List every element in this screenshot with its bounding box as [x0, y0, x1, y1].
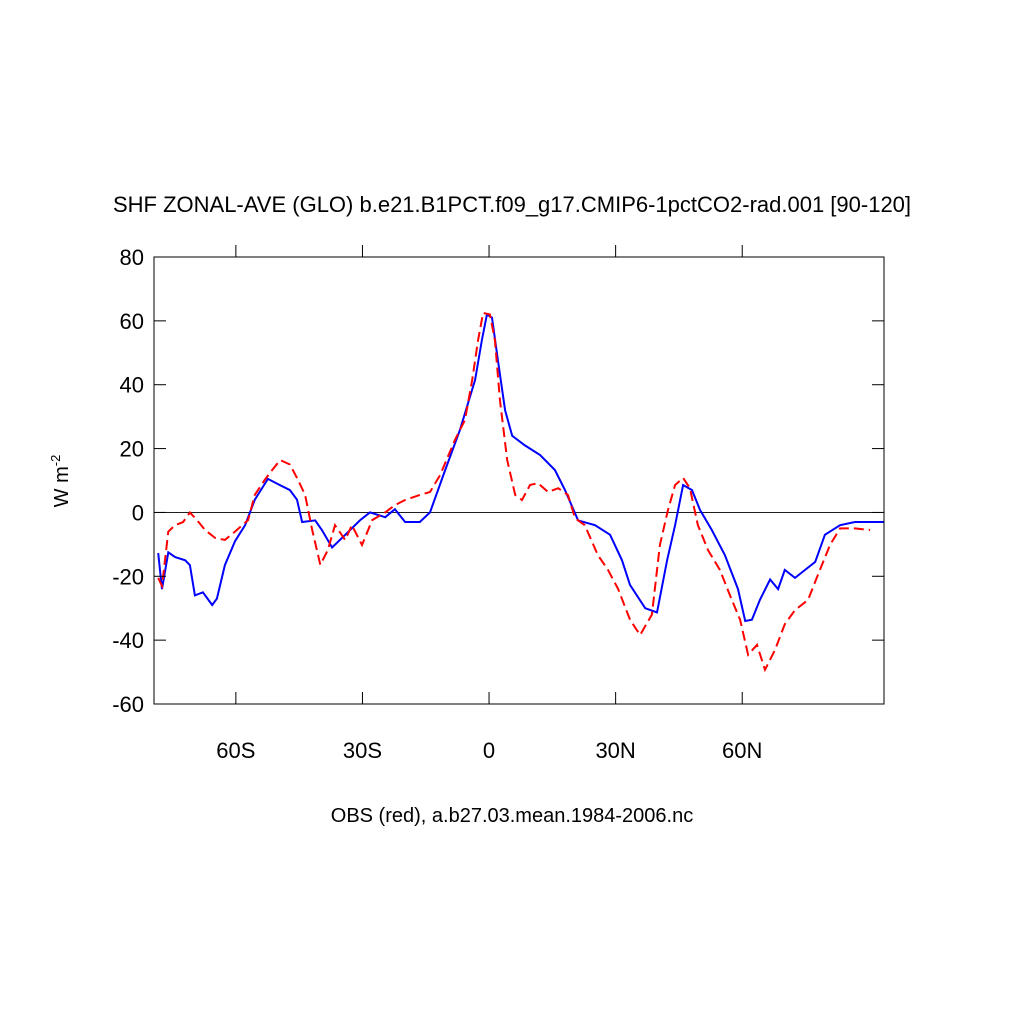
y-tick-label: 60	[120, 309, 144, 334]
x-tick-label: 30S	[343, 738, 382, 763]
plot-area: -60 -40 -20 0 20 40 60 80 60S 30S 0 30N 60N	[112, 245, 885, 763]
y-tick-label: 0	[132, 500, 144, 525]
y-tick-label: 80	[120, 245, 144, 270]
x-tick-label: 60S	[216, 738, 255, 763]
y-axis-label: W m-2	[48, 455, 73, 508]
y-axis-label-exponent: -2	[48, 455, 63, 467]
x-tick-label: 0	[483, 738, 495, 763]
plot-frame	[153, 256, 885, 705]
series-line	[157, 311, 871, 673]
y-tick-label: 40	[120, 373, 144, 398]
x-tick-label: 30N	[595, 738, 635, 763]
y-tick-label: -40	[112, 628, 144, 653]
y-tick-label: -60	[112, 692, 144, 717]
y-axis-label-main: W m	[51, 466, 73, 507]
y-tick-label: 20	[120, 437, 144, 462]
x-tick-label: 60N	[722, 738, 762, 763]
series-line	[157, 312, 884, 623]
chart-title: SHF ZONAL-AVE (GLO) b.e21.B1PCT.f09_g17.…	[113, 192, 911, 217]
y-tick-label: -20	[112, 564, 144, 589]
x-axis-label: OBS (red), a.b27.03.mean.1984-2006.nc	[331, 805, 693, 827]
